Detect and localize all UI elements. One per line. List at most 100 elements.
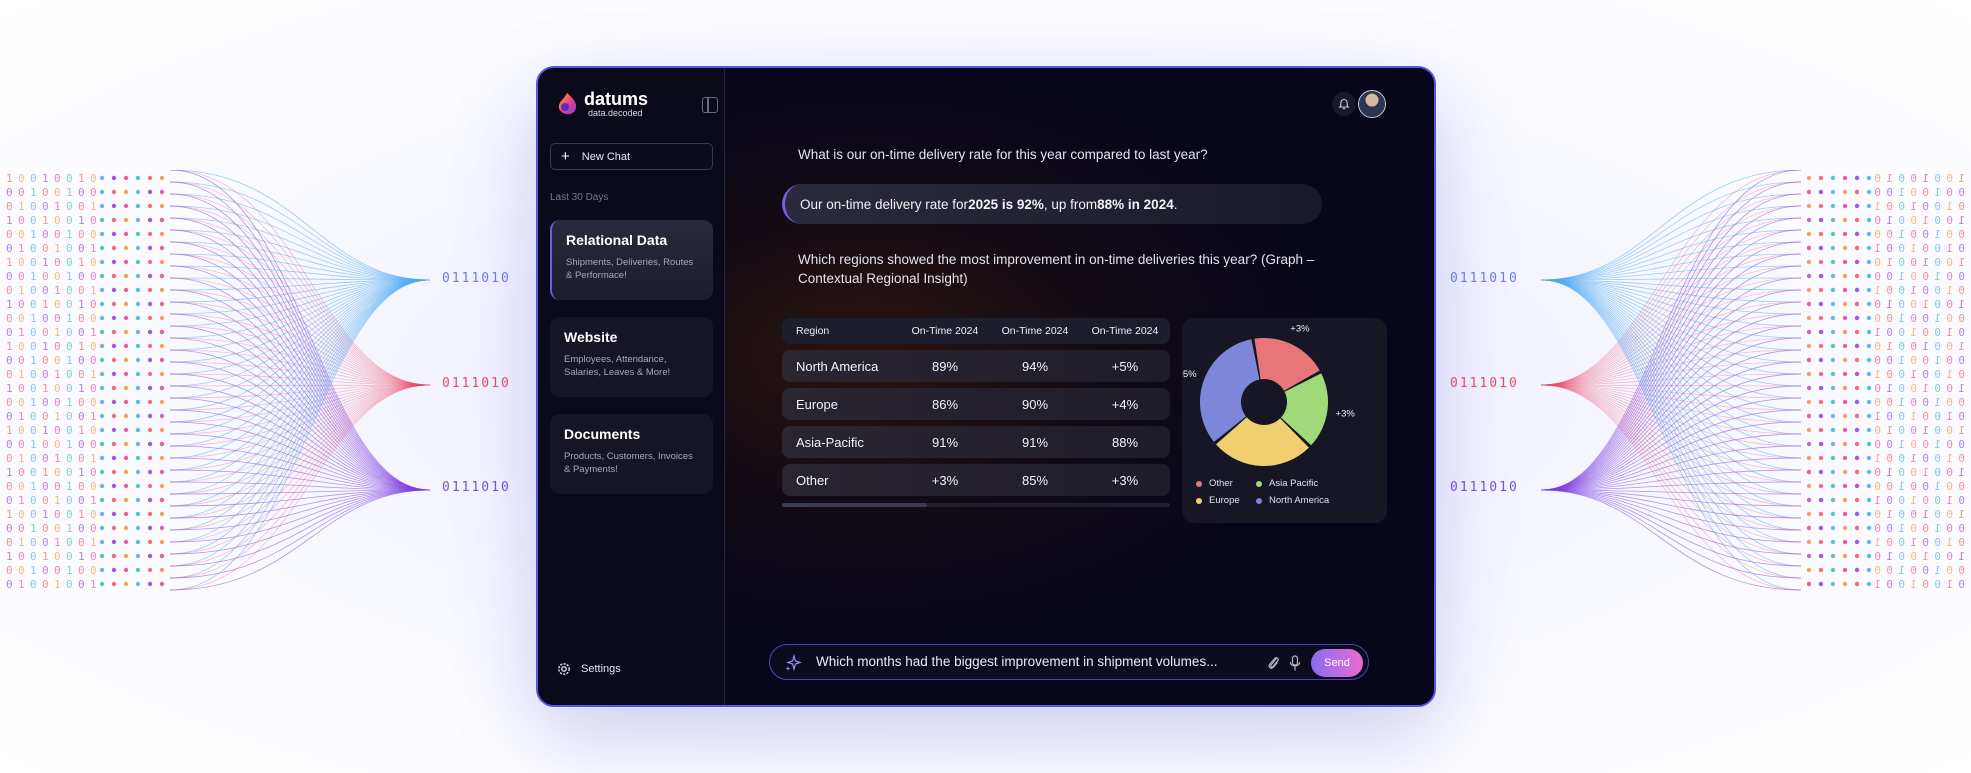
legend-label: Europe [1209,495,1240,506]
binary-digit: 1 [66,480,73,493]
binary-digit: 1 [18,410,25,423]
binary-digit: 0 [90,256,97,269]
stream-line [169,384,431,579]
binary-digit: 0 [42,354,49,367]
data-dot [147,203,153,209]
binary-digit: 0 [78,480,85,493]
stream-line [169,373,431,386]
binary-digit: 0 [1910,172,1917,185]
binary-digit: 0 [1874,522,1881,535]
data-dot [1818,175,1824,181]
dataset-description: Shipments, Deliveries, Routes & Performa… [566,257,694,281]
send-button[interactable]: Send [1311,649,1363,677]
data-dot [147,301,153,307]
legend-item-europe: Europe [1196,495,1240,506]
data-dot [147,539,153,545]
binary-digit: 0 [6,228,13,241]
binary-digit: 0 [1874,396,1881,409]
data-dot [159,483,165,489]
dataset-card-website[interactable]: Website Employees, Attendance, Salaries,… [550,317,713,397]
data-dot [1830,301,1836,307]
binary-digit: 0 [1886,396,1893,409]
binary-digit: 0 [90,172,97,185]
stream-line [1540,265,1802,491]
stream-line [169,205,431,386]
data-dot [147,217,153,223]
binary-digit: 1 [1958,382,1965,395]
microphone-icon[interactable] [1288,655,1302,671]
stream-line [1540,279,1802,555]
brand-tagline: data.decoded [588,108,643,118]
binary-digit: 0 [1910,382,1917,395]
data-dot [111,581,117,587]
data-dot [123,553,129,559]
data-dot [1830,511,1836,517]
binary-digit: 1 [1886,382,1893,395]
binary-digit: 0 [66,298,73,311]
binary-digit: 0 [1874,466,1881,479]
settings-button[interactable]: Settings [556,661,621,677]
binary-digit: 1 [1898,354,1905,367]
binary-digit: 1 [90,368,97,381]
data-dot [111,567,117,573]
binary-digit: 0 [1898,256,1905,269]
binary-digit: 0 [1886,242,1893,255]
data-dot [1842,217,1848,223]
paperclip-icon[interactable] [1266,655,1280,671]
data-dot [1818,441,1824,447]
binary-digit: 1 [1922,298,1929,311]
binary-digit: 1 [1886,466,1893,479]
stream-line [169,279,431,351]
table-row: Europe 86% 90% +4% [782,388,1170,420]
stream-line [169,384,431,495]
assistant-answer: Our on-time delivery rate for 2025 is 92… [782,184,1322,224]
stream-line [1540,384,1802,567]
data-dot [1854,413,1860,419]
stream-line [1540,277,1802,491]
avatar[interactable] [1358,90,1386,118]
binary-digit: 1 [90,578,97,591]
data-dot [1818,539,1824,545]
notifications-button[interactable] [1332,92,1356,116]
data-dot [1854,315,1860,321]
binary-digit: 1 [1910,494,1917,507]
table-scrollbar-thumb[interactable] [782,503,927,507]
data-dot [1854,539,1860,545]
brand-logo[interactable]: datums data.decoded [556,90,648,118]
binary-digit: 0 [42,242,49,255]
table-scrollbar[interactable] [782,503,1170,507]
binary-digit: 0 [1958,242,1965,255]
sidebar: datums data.decoded + New Chat Last 30 D… [538,68,725,705]
chat-input[interactable] [816,654,1236,669]
new-chat-button[interactable]: + New Chat [550,143,713,170]
dataset-card-documents[interactable]: Documents Products, Customers, Invoices … [550,414,713,494]
binary-digit: 1 [1946,200,1953,213]
binary-digit: 0 [66,326,73,339]
binary-digit: 0 [1946,508,1953,521]
stream-line [169,229,431,491]
binary-digit: 0 [1946,186,1953,199]
stream-line [169,193,431,386]
binary-digit: 0 [1934,452,1941,465]
data-dot [111,385,117,391]
data-dot [99,469,105,475]
binary-digit: 0 [78,536,85,549]
binary-digit: 0 [42,522,49,535]
binary-digit: 1 [6,508,13,521]
data-dot [1842,525,1848,531]
sidebar-collapse-icon[interactable] [702,97,718,113]
dataset-card-relational-data[interactable]: Relational Data Shipments, Deliveries, R… [550,220,713,300]
binary-digit: 1 [30,270,37,283]
binary-digit: 0 [54,438,61,451]
data-dot [147,413,153,419]
cell-value: 86% [931,396,959,412]
data-dot [1866,357,1872,363]
stream-line [169,205,431,281]
data-dot [1806,399,1812,405]
binary-digit: 0 [1922,480,1929,493]
binary-digit: 0 [54,186,61,199]
pie-slice-label: +3% [1290,323,1310,334]
data-dot [1842,385,1848,391]
stream-line [169,279,431,555]
stream-line [169,279,431,411]
